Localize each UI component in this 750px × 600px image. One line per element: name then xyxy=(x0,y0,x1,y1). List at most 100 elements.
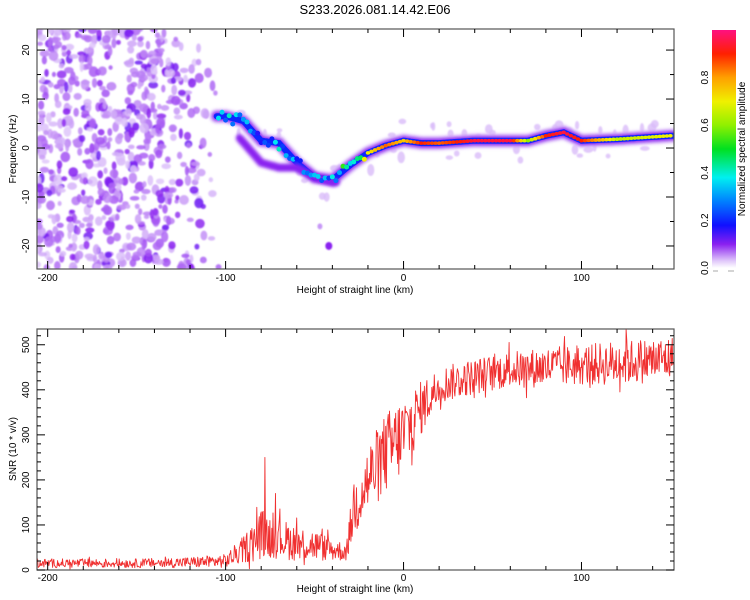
noise-blob xyxy=(90,152,97,159)
noise-blob xyxy=(165,215,172,226)
noise-blob xyxy=(199,256,207,264)
ridge-cell xyxy=(472,138,477,143)
ridge-cell xyxy=(483,138,488,143)
ridge-cell xyxy=(365,151,371,155)
noise-blob xyxy=(186,167,197,174)
colorbar-tick-label: 0.2 xyxy=(700,213,711,227)
ridge-cell xyxy=(493,138,499,143)
ridge-cell xyxy=(582,138,588,143)
ridge-cell xyxy=(233,112,239,118)
noise-blob xyxy=(89,118,97,129)
noise-blob xyxy=(154,258,164,265)
noise-blob xyxy=(37,147,47,158)
ridge-cell xyxy=(575,137,581,141)
noise-blob xyxy=(163,191,174,199)
ridge-cell xyxy=(223,117,229,123)
snr-series-line xyxy=(37,329,674,570)
y-tick-label: 100 xyxy=(21,516,32,533)
noise-blob xyxy=(107,46,113,56)
noise-blob xyxy=(134,214,142,224)
ridge-cell xyxy=(654,134,659,139)
noise-blob xyxy=(38,154,46,160)
ridge-cell xyxy=(508,138,513,143)
noise-blob xyxy=(76,142,83,147)
noise-blob xyxy=(40,123,49,132)
noise-blob xyxy=(132,122,140,131)
noise-blob xyxy=(138,208,143,216)
noise-blob xyxy=(179,194,189,205)
noise-blob xyxy=(102,100,107,110)
ridge-cell xyxy=(504,138,509,143)
noise-blob xyxy=(177,89,186,96)
noise-blob xyxy=(168,178,176,186)
noise-blob xyxy=(191,58,198,67)
colorbar-tick-label: 0.6 xyxy=(700,118,711,132)
ridge-cell xyxy=(265,142,271,148)
noise-blob xyxy=(141,188,151,195)
noise-blob xyxy=(92,244,100,255)
noise-blob xyxy=(55,136,66,146)
noise-blob xyxy=(37,124,42,132)
ridge-cell xyxy=(408,139,413,144)
noise-blob xyxy=(108,65,113,70)
noise-blob xyxy=(128,57,135,65)
ridge-cell xyxy=(215,115,221,121)
colorbar: 0.0 0.2 0.4 0.6 0.8 Normalized spectral ampl… xyxy=(700,30,748,275)
noise-blob xyxy=(37,183,44,193)
noise-blob xyxy=(161,257,171,267)
noise-blob xyxy=(317,223,323,230)
noise-blob xyxy=(56,78,67,87)
noise-blob xyxy=(46,256,54,264)
ridge-cell xyxy=(618,137,623,141)
ridge-cell xyxy=(280,143,286,149)
noise-blob xyxy=(73,92,82,100)
noise-blob xyxy=(48,50,59,62)
ridge-cell xyxy=(543,133,549,138)
noise-blob xyxy=(149,29,158,33)
ridge-cell xyxy=(237,112,243,118)
ridge-cell xyxy=(336,170,342,176)
noise-blob xyxy=(76,33,83,39)
noise-blob xyxy=(67,182,78,190)
noise-blob xyxy=(276,128,283,133)
noise-blob xyxy=(83,237,90,242)
ridge-cell xyxy=(383,143,388,148)
noise-blob xyxy=(183,131,192,141)
noise-blob xyxy=(155,149,163,159)
ridge-cell xyxy=(479,138,485,143)
ridge-cell xyxy=(476,138,481,143)
noise-blob xyxy=(160,105,170,111)
ridge-cell xyxy=(557,131,563,135)
y-tick-label: 10 xyxy=(21,93,32,105)
ridge-cell xyxy=(561,130,566,135)
noise-blob xyxy=(190,161,201,167)
colorbar-gradient xyxy=(712,30,736,268)
noise-blob xyxy=(187,108,196,118)
ridge-cell xyxy=(401,138,406,143)
noise-blob xyxy=(71,233,78,243)
noise-blob xyxy=(154,32,161,39)
noise-blob xyxy=(89,143,95,154)
ridge-cell xyxy=(554,131,559,136)
noise-blob xyxy=(142,211,152,216)
noise-blob xyxy=(63,126,72,137)
noise-blob xyxy=(44,236,54,248)
ridge-cell xyxy=(397,139,403,144)
ridge-cell xyxy=(568,133,573,138)
ridge-cell xyxy=(369,149,374,154)
ridge-cell xyxy=(394,140,399,145)
ridge-cell xyxy=(283,153,289,159)
ridge-cell xyxy=(308,172,314,178)
ridge-cell xyxy=(586,138,591,143)
noise-blob xyxy=(109,217,114,222)
spectrogram-frame xyxy=(36,28,675,270)
ridge-cell xyxy=(511,138,517,143)
noise-blob xyxy=(143,141,150,152)
noise-blob xyxy=(124,97,132,105)
noise-blob xyxy=(48,169,54,175)
noise-blob xyxy=(159,58,164,68)
noise-blob xyxy=(56,222,64,228)
noise-blob xyxy=(180,161,187,167)
noise-blob xyxy=(101,89,110,98)
noise-blob xyxy=(446,121,452,128)
